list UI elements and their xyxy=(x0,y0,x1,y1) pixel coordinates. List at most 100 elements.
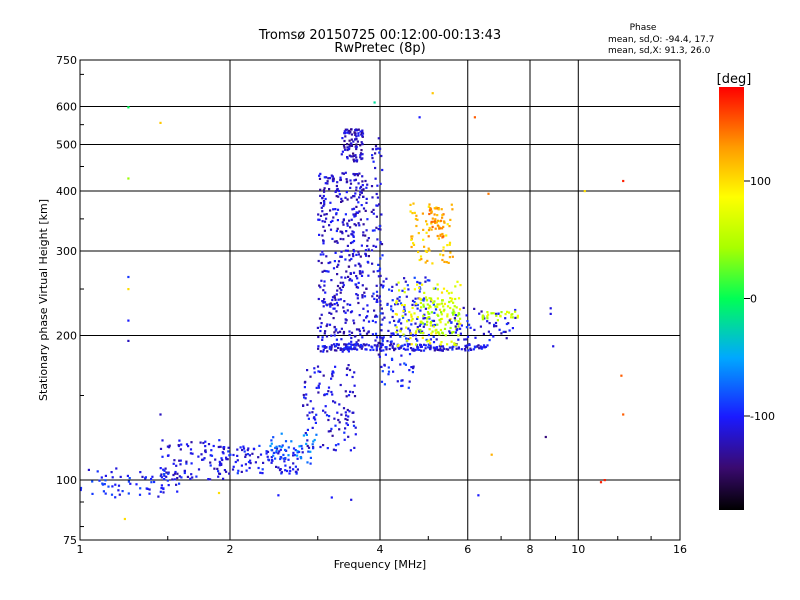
data-point xyxy=(341,285,344,288)
data-point xyxy=(299,456,302,459)
data-point xyxy=(334,298,337,301)
data-point xyxy=(451,311,454,314)
data-point xyxy=(319,286,322,289)
data-point xyxy=(258,444,261,447)
data-point xyxy=(415,337,418,340)
data-point xyxy=(409,332,412,335)
data-point xyxy=(210,449,213,452)
data-point xyxy=(339,291,342,294)
data-point xyxy=(434,218,437,221)
data-point xyxy=(452,301,455,304)
data-point xyxy=(356,140,359,143)
data-point xyxy=(429,338,432,341)
data-point xyxy=(326,447,329,450)
data-point xyxy=(425,231,428,234)
data-point xyxy=(350,144,354,147)
data-point xyxy=(185,462,188,465)
data-point xyxy=(354,264,357,267)
data-point xyxy=(400,322,403,325)
data-point xyxy=(407,327,410,330)
data-point xyxy=(339,178,342,182)
data-point xyxy=(342,306,345,309)
data-point xyxy=(374,332,378,335)
data-point xyxy=(320,206,323,209)
data-point xyxy=(437,237,440,240)
data-point xyxy=(336,227,339,230)
data-point xyxy=(359,343,363,347)
data-point xyxy=(365,229,368,232)
data-point xyxy=(360,191,363,194)
data-point xyxy=(431,330,434,333)
data-point xyxy=(372,348,375,351)
data-point xyxy=(380,213,383,216)
data-point xyxy=(308,411,311,414)
data-point xyxy=(378,295,381,298)
data-point xyxy=(387,366,390,369)
data-point xyxy=(405,337,408,340)
data-point xyxy=(374,152,377,155)
data-point xyxy=(352,172,355,176)
data-point xyxy=(449,306,452,310)
data-point xyxy=(357,134,360,137)
data-point xyxy=(373,344,376,347)
data-point xyxy=(327,418,330,422)
data-point xyxy=(323,393,326,396)
data-point xyxy=(377,353,380,356)
data-point xyxy=(428,312,431,315)
data-point xyxy=(448,241,452,244)
data-point xyxy=(348,330,351,333)
data-point xyxy=(415,330,418,333)
data-point xyxy=(325,217,328,220)
data-point xyxy=(453,305,456,308)
data-point xyxy=(354,213,357,216)
data-point xyxy=(375,347,378,350)
data-point xyxy=(493,325,496,328)
data-point xyxy=(429,324,432,327)
data-point xyxy=(380,329,383,332)
data-point xyxy=(439,347,442,350)
data-point xyxy=(426,303,429,306)
data-point xyxy=(319,325,322,328)
data-point xyxy=(358,272,362,275)
data-point xyxy=(298,450,301,453)
data-point xyxy=(217,475,220,478)
data-point xyxy=(275,465,278,468)
data-point xyxy=(166,479,169,482)
data-point xyxy=(354,154,357,157)
data-point xyxy=(220,463,223,466)
data-point xyxy=(281,444,284,447)
data-point xyxy=(399,302,403,305)
data-point xyxy=(298,445,301,448)
data-point xyxy=(445,261,448,264)
data-point xyxy=(397,281,400,284)
data-point xyxy=(359,218,362,221)
data-point xyxy=(354,335,357,338)
data-point xyxy=(322,200,326,203)
data-point xyxy=(324,291,327,294)
data-point xyxy=(429,346,432,349)
data-point xyxy=(346,367,349,370)
data-point xyxy=(361,294,364,297)
data-point xyxy=(207,478,210,481)
data-point xyxy=(463,347,466,351)
data-point xyxy=(405,326,408,329)
data-point xyxy=(346,244,349,247)
data-point xyxy=(380,365,383,368)
data-point xyxy=(346,143,349,146)
data-point xyxy=(347,364,350,367)
data-point xyxy=(355,198,358,201)
data-point xyxy=(317,259,320,263)
data-point xyxy=(357,344,360,347)
data-point xyxy=(378,151,381,154)
data-point xyxy=(431,262,434,265)
data-point xyxy=(321,336,324,339)
data-point xyxy=(379,182,382,185)
data-point xyxy=(434,287,437,290)
data-point xyxy=(352,158,355,161)
data-point xyxy=(511,316,514,319)
data-point xyxy=(204,449,207,452)
data-point xyxy=(332,400,335,403)
data-point xyxy=(350,340,353,343)
data-point xyxy=(446,313,449,316)
